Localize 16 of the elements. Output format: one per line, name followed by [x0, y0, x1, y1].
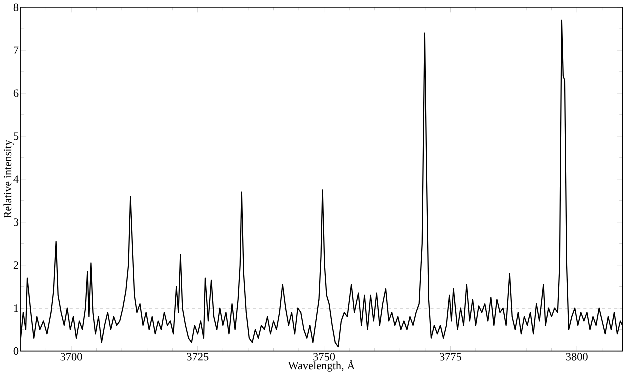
x-axis-title: Wavelength, Å — [288, 360, 356, 372]
y-tick-label: 4 — [14, 176, 19, 184]
y-tick-label: 5 — [14, 132, 19, 140]
y-tick-label: 7 — [14, 47, 19, 54]
x-tick-label: 3775 — [440, 353, 462, 361]
x-tick-label: 3700 — [60, 353, 82, 361]
y-tick-label: 1 — [14, 304, 18, 312]
x-tick-label: 3725 — [187, 353, 209, 361]
y-axis-title: Relative intensity — [4, 140, 14, 219]
y-tick-label: 2 — [14, 262, 18, 270]
y-tick-label: 0 — [14, 348, 19, 356]
y-tick-label: 6 — [14, 90, 19, 98]
y-tick-label: 8 — [14, 4, 19, 12]
x-tick-label: 3750 — [314, 353, 336, 361]
x-tick-label: 3800 — [566, 353, 588, 361]
y-tick-label: 3 — [14, 218, 19, 226]
